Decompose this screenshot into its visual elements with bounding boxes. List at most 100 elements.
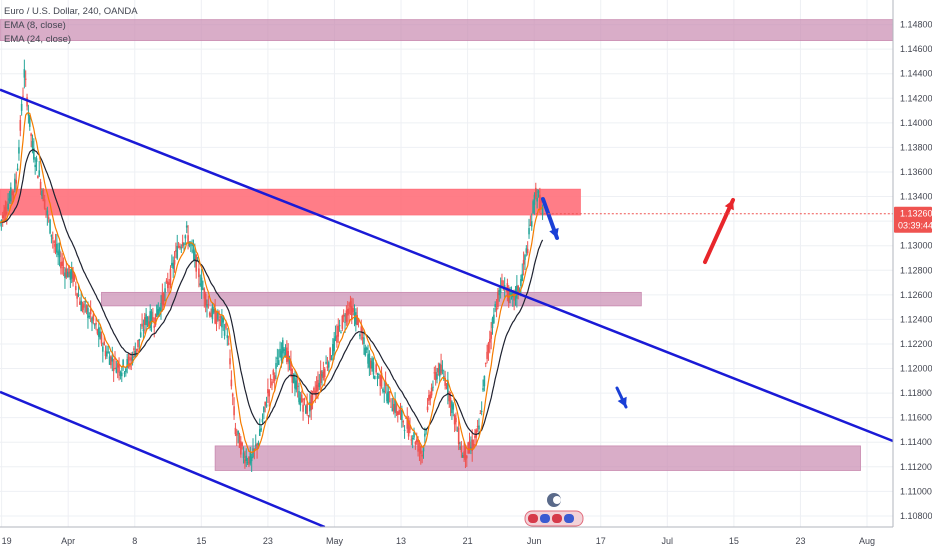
candle-body	[130, 357, 133, 361]
candle-body	[298, 390, 300, 403]
candle-body	[3, 210, 5, 221]
candle-body	[273, 375, 276, 381]
candle-body	[491, 318, 494, 329]
ema-fast-line	[0, 112, 543, 454]
candle-body	[319, 370, 322, 383]
candle-body	[33, 148, 35, 160]
candle-body	[430, 387, 433, 396]
candle-body	[106, 351, 108, 357]
candle-body	[484, 362, 487, 364]
candle-body	[375, 364, 377, 373]
candle-body	[411, 437, 414, 439]
candle-body	[379, 375, 382, 386]
candle-body	[157, 309, 160, 315]
candle-body	[229, 358, 231, 365]
candle-body	[288, 358, 291, 364]
candle-body	[364, 347, 367, 356]
candle-body	[275, 363, 277, 369]
candle-body	[526, 248, 529, 254]
candle-body	[116, 363, 119, 368]
candle-body	[459, 447, 461, 449]
time-tick-label: 17	[596, 536, 606, 546]
candle-body	[478, 425, 480, 430]
candle-body	[181, 242, 184, 247]
candle-body	[384, 381, 387, 386]
candle-body	[365, 347, 368, 350]
price-tick-label: 1.14000	[900, 118, 932, 128]
candle-body	[348, 307, 350, 314]
candle-body	[465, 455, 468, 459]
candle-body	[91, 317, 93, 324]
candle-body	[457, 427, 460, 445]
candle-body	[367, 354, 369, 364]
candle-body	[166, 281, 169, 289]
candle-body	[472, 444, 475, 448]
candle-body	[172, 262, 174, 269]
candle-body	[19, 119, 22, 131]
candle-body	[127, 356, 130, 361]
candle-body	[141, 323, 143, 327]
candle-body	[392, 403, 395, 412]
time-tick-label: 21	[463, 536, 473, 546]
candle-body	[185, 225, 188, 228]
candle-body	[445, 386, 448, 388]
candle-body	[81, 305, 84, 310]
candle-body	[112, 368, 115, 371]
candle-body	[277, 360, 280, 365]
candle-body	[131, 356, 134, 364]
candle-body	[326, 366, 329, 368]
candle-body	[0, 222, 1, 224]
candle-body	[261, 419, 264, 423]
price-tick-label: 1.12200	[900, 339, 932, 349]
candle-body	[467, 442, 469, 454]
candle-body	[103, 341, 105, 346]
candle-body	[390, 406, 392, 408]
candle-body	[535, 187, 537, 198]
candle-body	[507, 288, 510, 303]
time-tick-label: 19	[2, 536, 12, 546]
legend-symbol[interactable]: Euro / U.S. Dollar, 240, OANDA	[4, 6, 138, 17]
candle-body	[5, 211, 8, 214]
candle-body	[363, 337, 365, 345]
candle-body	[148, 321, 150, 327]
candle-body	[318, 382, 321, 388]
price-tick-label: 1.13800	[900, 142, 932, 152]
candle-body	[222, 318, 225, 323]
candle-body	[373, 375, 376, 380]
candle-body	[1, 215, 4, 219]
legend-ema-slow[interactable]: EMA (24, close)	[4, 34, 72, 45]
time-tick-label: 23	[795, 536, 805, 546]
candle-body	[409, 427, 411, 430]
arrow-down-1-head	[549, 227, 559, 238]
event-markers[interactable]	[524, 493, 584, 527]
candle-body	[452, 404, 455, 410]
candle-body	[280, 350, 283, 361]
legend-ema-fast[interactable]: EMA (8, close)	[4, 20, 66, 31]
candle-body	[524, 255, 526, 260]
candle-body	[102, 346, 104, 352]
candle-body	[99, 331, 101, 339]
candle-body	[46, 210, 49, 216]
candle-body	[254, 444, 257, 446]
candle-body	[225, 323, 227, 329]
candle-body	[415, 439, 418, 443]
candle-body	[235, 434, 238, 436]
candle-body	[208, 312, 211, 316]
candle-body	[451, 401, 453, 413]
candle-body	[240, 441, 242, 455]
candle-body	[372, 362, 375, 375]
candle-body	[194, 251, 196, 260]
candle-body	[444, 377, 446, 386]
candle-body	[199, 283, 202, 286]
candle-body	[394, 399, 396, 413]
candle-body	[494, 304, 497, 308]
candle-body	[165, 280, 168, 282]
candle-body	[405, 417, 407, 419]
candle-body	[356, 315, 358, 326]
candle-body	[369, 360, 372, 369]
arrows	[541, 197, 735, 409]
price-tick-label: 1.12000	[900, 364, 932, 374]
price-tag-box	[894, 206, 932, 233]
